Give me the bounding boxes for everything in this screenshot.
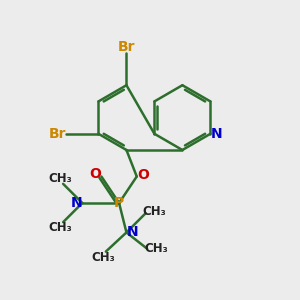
Text: P: P: [114, 196, 124, 210]
Text: CH₃: CH₃: [48, 172, 72, 185]
Text: CH₃: CH₃: [145, 242, 168, 255]
Text: N: N: [70, 196, 82, 210]
Text: N: N: [127, 225, 138, 239]
Text: Br: Br: [49, 127, 66, 141]
Text: O: O: [137, 168, 149, 182]
Text: O: O: [89, 167, 101, 181]
Text: CH₃: CH₃: [142, 205, 166, 218]
Text: Br: Br: [118, 40, 135, 54]
Text: N: N: [210, 127, 222, 141]
Text: CH₃: CH₃: [48, 221, 72, 234]
Text: CH₃: CH₃: [91, 251, 115, 264]
